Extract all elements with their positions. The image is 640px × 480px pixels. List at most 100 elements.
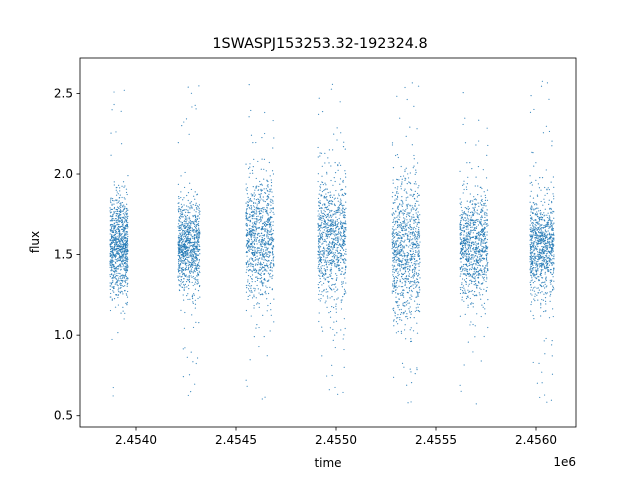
data-point <box>342 267 344 269</box>
data-point <box>324 162 326 164</box>
data-point <box>412 252 414 255</box>
data-point <box>127 249 129 251</box>
data-point <box>406 313 408 315</box>
data-point <box>250 109 252 112</box>
data-point <box>326 244 328 246</box>
data-point <box>404 310 406 312</box>
data-point <box>417 187 419 189</box>
data-point <box>340 253 343 255</box>
data-point <box>391 248 393 250</box>
data-point <box>399 279 401 281</box>
data-point <box>418 287 420 289</box>
data-point <box>118 234 120 237</box>
data-point <box>400 332 403 334</box>
data-point <box>471 264 473 266</box>
data-point <box>266 263 268 265</box>
data-point <box>320 194 322 196</box>
data-point <box>318 261 320 263</box>
data-point <box>472 207 474 209</box>
data-point <box>321 239 324 241</box>
data-point <box>180 215 182 217</box>
data-point <box>269 276 271 278</box>
data-point <box>416 231 418 234</box>
data-point <box>265 254 268 256</box>
data-point <box>178 207 180 210</box>
data-point <box>127 215 129 217</box>
data-point <box>123 268 125 270</box>
data-point <box>196 241 198 243</box>
data-point <box>263 178 265 180</box>
data-point <box>189 182 191 184</box>
data-point <box>417 253 419 255</box>
data-point <box>271 236 273 238</box>
data-point <box>189 229 191 231</box>
data-point <box>187 229 189 231</box>
data-point <box>338 207 341 209</box>
data-point <box>187 242 189 244</box>
data-point <box>336 244 338 246</box>
data-point <box>198 227 200 229</box>
data-point <box>391 239 393 241</box>
data-point <box>182 272 184 274</box>
data-point <box>125 216 127 218</box>
data-point <box>481 232 483 234</box>
data-point <box>256 221 258 223</box>
data-point <box>121 240 124 242</box>
data-point <box>479 202 481 204</box>
data-point <box>419 277 421 279</box>
data-point <box>334 263 336 265</box>
data-point <box>197 280 199 282</box>
data-point <box>115 199 117 201</box>
data-point <box>249 166 251 168</box>
data-point <box>416 367 418 369</box>
data-point <box>418 310 420 312</box>
data-point <box>482 235 485 238</box>
data-point <box>411 144 413 146</box>
data-point <box>116 250 119 252</box>
data-point <box>475 144 477 146</box>
data-point <box>334 291 336 293</box>
data-point <box>260 235 262 237</box>
data-point <box>328 211 331 213</box>
data-point <box>109 252 111 255</box>
data-point <box>405 204 408 206</box>
data-point <box>126 253 128 255</box>
data-point <box>409 368 411 370</box>
data-point <box>111 109 113 111</box>
data-point <box>120 218 122 220</box>
data-point <box>345 259 347 262</box>
data-point <box>259 239 261 241</box>
data-point <box>126 209 128 211</box>
data-point <box>331 230 333 232</box>
data-point <box>125 249 127 252</box>
data-point <box>125 254 127 256</box>
data-point <box>256 215 258 218</box>
data-point <box>470 216 472 218</box>
data-point <box>343 334 345 336</box>
data-point <box>326 213 328 215</box>
data-point <box>111 262 113 264</box>
data-point <box>330 227 332 230</box>
data-point <box>338 162 340 164</box>
data-point <box>397 205 399 207</box>
data-point <box>194 279 196 281</box>
data-point <box>476 212 478 214</box>
data-point <box>399 241 402 243</box>
data-point <box>126 237 128 239</box>
data-point <box>397 237 399 239</box>
data-point <box>192 272 194 274</box>
data-point <box>186 278 188 281</box>
data-point <box>271 170 274 172</box>
data-point <box>395 282 397 284</box>
data-point <box>252 210 254 212</box>
data-point <box>318 240 320 243</box>
data-point <box>264 225 267 228</box>
data-point <box>472 241 474 243</box>
data-point <box>410 289 413 291</box>
data-point <box>262 284 264 286</box>
data-point <box>398 212 400 214</box>
data-point <box>261 246 264 248</box>
data-point <box>269 262 272 264</box>
data-point <box>177 209 179 211</box>
data-point <box>399 211 402 213</box>
